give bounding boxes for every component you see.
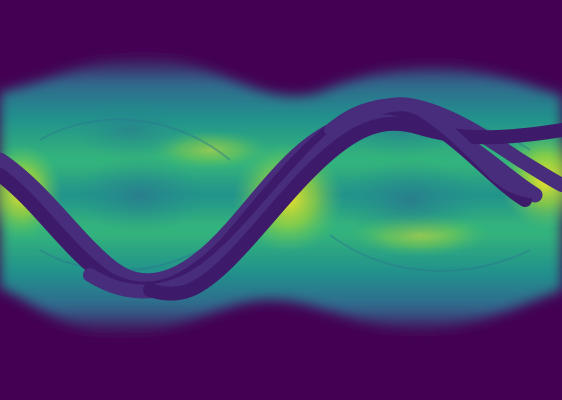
lobe-upper — [70, 100, 190, 160]
trace-3 — [83, 97, 562, 299]
trace-4 — [143, 116, 562, 301]
lobe-right — [340, 160, 480, 240]
sinusoid-traces — [0, 97, 562, 301]
lobe-left — [75, 157, 205, 233]
trace-5 — [324, 98, 536, 198]
